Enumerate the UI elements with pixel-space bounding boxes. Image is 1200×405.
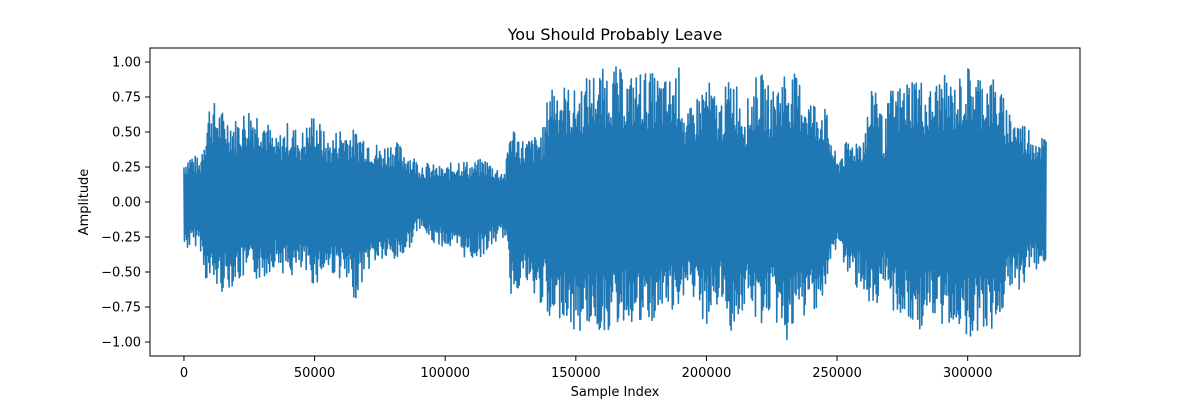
y-tick-label: −0.25 [101, 231, 141, 246]
y-tick-label: 0.75 [112, 91, 141, 106]
x-tick-label: 300000 [943, 366, 993, 381]
x-tick-label: 250000 [812, 366, 862, 381]
x-tick-label: 0 [180, 366, 188, 381]
chart-title: You Should Probably Leave [507, 25, 723, 44]
waveform-series [183, 66, 1047, 341]
y-tick-label: −1.00 [101, 336, 141, 351]
x-tick-label: 100000 [420, 366, 470, 381]
y-axis: 1.00 0.75 0.50 0.25 0.00 −0.25 −0.50 −0.75 −1.00 [101, 56, 150, 351]
x-axis: 0 50000 100000 150000 200000 250000 300000 [180, 356, 993, 381]
x-axis-label: Sample Index [571, 385, 660, 400]
y-axis-label: Amplitude [77, 169, 92, 236]
x-tick-label: 150000 [551, 366, 601, 381]
y-tick-label: 0.50 [112, 126, 141, 141]
y-tick-label: 1.00 [112, 56, 141, 71]
y-tick-label: −0.75 [101, 301, 141, 316]
x-tick-label: 50000 [294, 366, 335, 381]
y-tick-label: 0.25 [112, 161, 141, 176]
x-tick-label: 200000 [682, 366, 732, 381]
plot-area [183, 66, 1047, 341]
y-tick-label: 0.00 [112, 196, 141, 211]
y-tick-label: −0.50 [101, 266, 141, 281]
